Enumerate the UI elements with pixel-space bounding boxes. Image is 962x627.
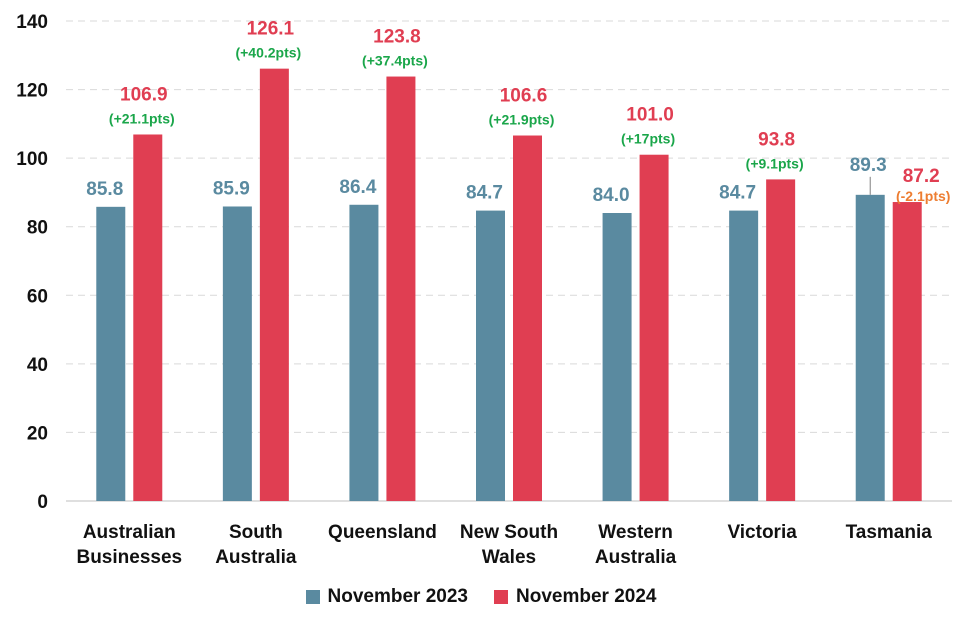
- change-label-1: (+40.2pts): [235, 45, 301, 61]
- change-label-0: (+21.1pts): [109, 110, 175, 126]
- y-tick-label-40: 40: [27, 355, 48, 376]
- data-label-november-2024-4: 101.0: [626, 105, 674, 126]
- data-label-november-2024-5: 93.8: [758, 129, 795, 150]
- bar-november-2024-6: [892, 202, 922, 501]
- change-label-3: (+21.9pts): [489, 112, 555, 128]
- data-label-november-2024-3: 106.6: [500, 86, 548, 107]
- x-category-label-0-0: Australian: [83, 522, 176, 543]
- legend-swatch-november-2023: [305, 590, 320, 604]
- data-label-november-2023-5: 84.7: [719, 183, 756, 204]
- legend-label-november-2024: November 2024: [516, 586, 657, 607]
- data-label-november-2024-2: 123.8: [373, 27, 421, 48]
- data-label-november-2023-3: 84.7: [466, 183, 503, 204]
- x-category-label-5-0: Victoria: [727, 522, 797, 543]
- y-tick-label-0: 0: [37, 492, 48, 513]
- data-label-november-2023-0: 85.8: [86, 179, 123, 200]
- y-tick-label-60: 60: [27, 286, 48, 307]
- data-label-november-2024-0: 106.9: [120, 84, 168, 105]
- bar-november-2024-2: [386, 76, 416, 502]
- bar-november-2023-0: [96, 206, 126, 502]
- x-category-label-0-1: Businesses: [76, 547, 182, 568]
- legend: November 2023 November 2024: [0, 586, 962, 608]
- bar-november-2024-5: [766, 179, 796, 501]
- bar-november-2023-4: [602, 213, 632, 501]
- x-category-label-4-1: Australia: [595, 547, 677, 568]
- x-category-label-3-0: New South: [460, 522, 558, 543]
- data-label-november-2023-6: 89.3: [850, 155, 887, 176]
- legend-item-november-2023: November 2023: [305, 586, 468, 608]
- data-label-november-2023-4: 84.0: [593, 185, 630, 206]
- data-label-november-2024-6: 87.2: [903, 166, 940, 187]
- legend-swatch-november-2024: [494, 590, 508, 604]
- bar-november-2024-0: [133, 134, 163, 501]
- y-tick-label-140: 140: [16, 12, 48, 33]
- x-category-label-1-1: Australia: [215, 547, 297, 568]
- y-tick-label-20: 20: [27, 423, 48, 444]
- change-label-6: (-2.1pts): [896, 188, 950, 204]
- data-label-november-2023-1: 85.9: [213, 178, 250, 199]
- bar-november-2023-3: [476, 210, 505, 501]
- x-category-label-6-0: Tasmania: [846, 522, 933, 543]
- x-category-label-1-0: South: [229, 522, 283, 543]
- x-category-label-4-0: Western: [598, 522, 673, 543]
- bar-november-2024-3: [513, 135, 542, 501]
- change-label-5: (+9.1pts): [746, 155, 804, 171]
- data-label-november-2024-1: 126.1: [247, 19, 295, 40]
- legend-item-november-2024: November 2024: [494, 586, 656, 608]
- change-label-4: (+17pts): [621, 131, 675, 147]
- bar-november-2024-4: [639, 154, 669, 501]
- y-tick-label-80: 80: [27, 218, 48, 239]
- legend-label-november-2023: November 2023: [327, 586, 468, 607]
- bar-november-2023-2: [349, 204, 379, 501]
- bar-november-2023-6: [855, 194, 885, 502]
- change-label-2: (+37.4pts): [362, 53, 428, 69]
- x-category-label-3-1: Wales: [482, 547, 536, 568]
- y-tick-label-100: 100: [16, 149, 48, 170]
- bar-november-2023-1: [222, 206, 252, 501]
- data-label-november-2023-2: 86.4: [339, 177, 376, 198]
- bar-november-2024-1: [259, 68, 289, 502]
- y-tick-label-120: 120: [16, 81, 48, 102]
- x-category-label-2-0: Queensland: [328, 522, 437, 543]
- bar-november-2023-5: [729, 210, 759, 501]
